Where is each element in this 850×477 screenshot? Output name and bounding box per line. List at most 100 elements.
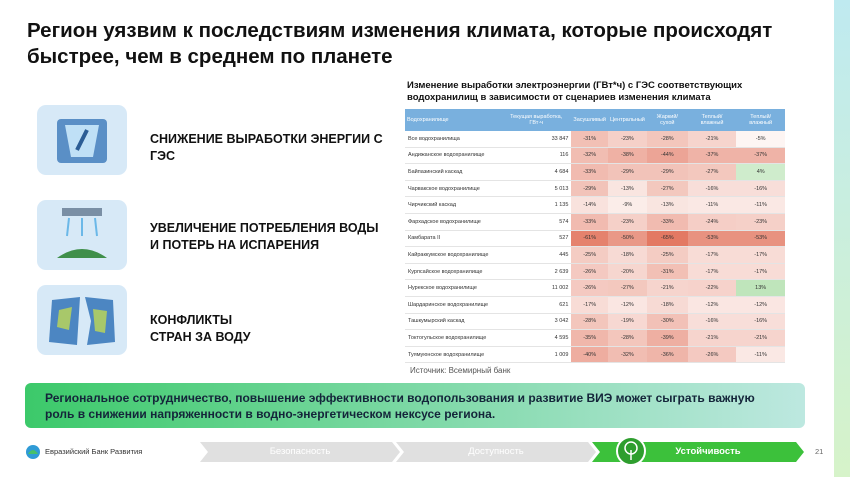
table-cell: -53% (687, 230, 737, 248)
table-row: Все водохранилища 33 847 -31% -23% -28% -21% -… (405, 131, 785, 148)
table-cell: -18% (646, 296, 688, 314)
table-cell: 621 (501, 296, 572, 314)
table-cell: Токтогульское водохранилище (405, 329, 501, 347)
table-cell: -12% (736, 296, 785, 314)
column-header: Водохранилище (405, 109, 501, 131)
banner: Региональное сотрудничество, повышение э… (25, 383, 805, 428)
table-cell: -16% (736, 180, 785, 198)
table-cell: -30% (646, 313, 688, 331)
step-icon (616, 436, 646, 466)
table-row: Камбарата II 527 -61% -50% -65% -53% -53% (405, 230, 785, 248)
table-cell: -13% (646, 196, 688, 214)
table-cell: -36% (646, 346, 688, 364)
side-strip (834, 0, 850, 477)
impact-label: СНИЖЕНИЕ ВЫРАБОТКИ ЭНЕРГИИ С ГЭС (150, 132, 383, 163)
table-cell: -39% (646, 329, 688, 347)
table-row: Туямуюнское водохранилище 1 009 -40% -32% -3… (405, 346, 785, 364)
table-cell: -19% (607, 313, 647, 331)
table-cell: Андижанское водохранилище (405, 147, 501, 165)
table-cell: -33% (571, 213, 608, 231)
table-cell: Шардаринское водохранилище (405, 296, 501, 314)
column-header: Центральный (607, 109, 647, 131)
table-cell: -22% (687, 279, 737, 297)
page-number: 21 (815, 447, 824, 456)
logo-text: Евразийский Банк Развития (45, 447, 143, 456)
table-cell: 5 013 (501, 180, 572, 198)
table-cell: -21% (687, 131, 737, 148)
table-cell: -16% (687, 180, 737, 198)
table-cell: Ташкумырский каскад (405, 313, 501, 331)
source-note: Источник: Всемирный банк (410, 366, 511, 375)
table-cell: 4 595 (501, 329, 572, 347)
table-cell: -50% (607, 230, 647, 248)
table-cell: -28% (607, 329, 647, 347)
table-cell: Байпазинский каскад (405, 163, 501, 181)
table-cell: Фархадское водохранилище (405, 213, 501, 231)
table-cell: -20% (607, 263, 647, 281)
table-cell: -11% (687, 196, 737, 214)
table-cell: Все водохранилища (405, 131, 501, 148)
table-cell: -32% (571, 147, 608, 165)
progress-step: Безопасность (200, 442, 400, 462)
table-cell: -65% (646, 230, 688, 248)
table-cell: Чарвакское водохранилище (405, 180, 501, 198)
table-cell: -33% (646, 213, 688, 231)
table-cell: 1 135 (501, 196, 572, 214)
table-cell: Камбарата II (405, 230, 501, 248)
header-row: Водохранилище Текущая выработка, ГВт·ч Зас… (405, 109, 785, 131)
table-row: Чирчикский каскад 1 135 -14% -9% -13% -11% -11… (405, 196, 785, 214)
table-row: Фархадское водохранилище 574 -33% -23% -33% -… (405, 213, 785, 231)
table-cell: 2 639 (501, 263, 572, 281)
table-cell: 4% (736, 163, 785, 181)
table-cell: -26% (571, 279, 608, 297)
table-cell: -21% (736, 329, 785, 347)
table-cell: -31% (646, 263, 688, 281)
table-cell: 3 042 (501, 313, 572, 331)
table-cell: 4 684 (501, 163, 572, 181)
table-cell: -12% (687, 296, 737, 314)
table-cell: -32% (607, 346, 647, 364)
table-cell: -14% (571, 196, 608, 214)
conflict-icon (37, 285, 127, 355)
table-cell: -61% (571, 230, 608, 248)
table-cell: -17% (571, 296, 608, 314)
table-cell: Чирчикский каскад (405, 196, 501, 214)
table-cell: -38% (607, 147, 647, 165)
table-cell: 574 (501, 213, 572, 231)
table-row: Токтогульское водохранилище 4 595 -35% -28%… (405, 329, 785, 347)
impact-label: УВЕЛИЧЕНИЕ ПОТРЕБЛЕНИЯ ВОДЫ И ПОТЕРЬ НА … (150, 221, 379, 252)
table-cell: -33% (571, 163, 608, 181)
table-cell: 13% (736, 279, 785, 297)
table-cell: -17% (687, 263, 737, 281)
table-cell: -24% (687, 213, 737, 231)
table-cell: -17% (736, 263, 785, 281)
table-cell: 445 (501, 246, 572, 264)
table-row: Нурекское водохранилище 11 002 -26% -27% -21… (405, 279, 785, 297)
table-cell: -27% (687, 163, 737, 181)
table-cell: -29% (607, 163, 647, 181)
table-cell: -23% (607, 213, 647, 231)
hydro-icon (37, 105, 127, 175)
table-row: Шардаринское водохранилище 621 -17% -12% -18… (405, 296, 785, 314)
table-cell: -23% (736, 213, 785, 231)
table-cell: -5% (736, 131, 785, 148)
table-body: Все водохранилища 33 847 -31% -23% -28% -21% -… (405, 131, 785, 364)
table-cell: Курпсайское водохранилище (405, 263, 501, 281)
table-cell: 116 (501, 147, 572, 165)
table-cell: 1 009 (501, 346, 572, 364)
table-cell: -37% (736, 147, 785, 165)
table-row: Чарвакское водохранилище 5 013 -29% -13% -27… (405, 180, 785, 198)
table-cell: -16% (687, 313, 737, 331)
impact-label: КОНФЛИКТЫ СТРАН ЗА ВОДУ (150, 313, 251, 344)
table-cell: -9% (607, 196, 647, 214)
table-title: Изменение выработки электроэнергии (ГВт*… (407, 80, 743, 103)
water-graphic (57, 208, 107, 258)
table-cell: -31% (571, 131, 608, 148)
water-icon (37, 200, 127, 270)
table-cell: -18% (607, 246, 647, 264)
table-cell: -27% (646, 180, 688, 198)
table-cell: Кайраккумское водохранилище (405, 246, 501, 264)
table-cell: 11 002 (501, 279, 572, 297)
table-cell: -29% (646, 163, 688, 181)
